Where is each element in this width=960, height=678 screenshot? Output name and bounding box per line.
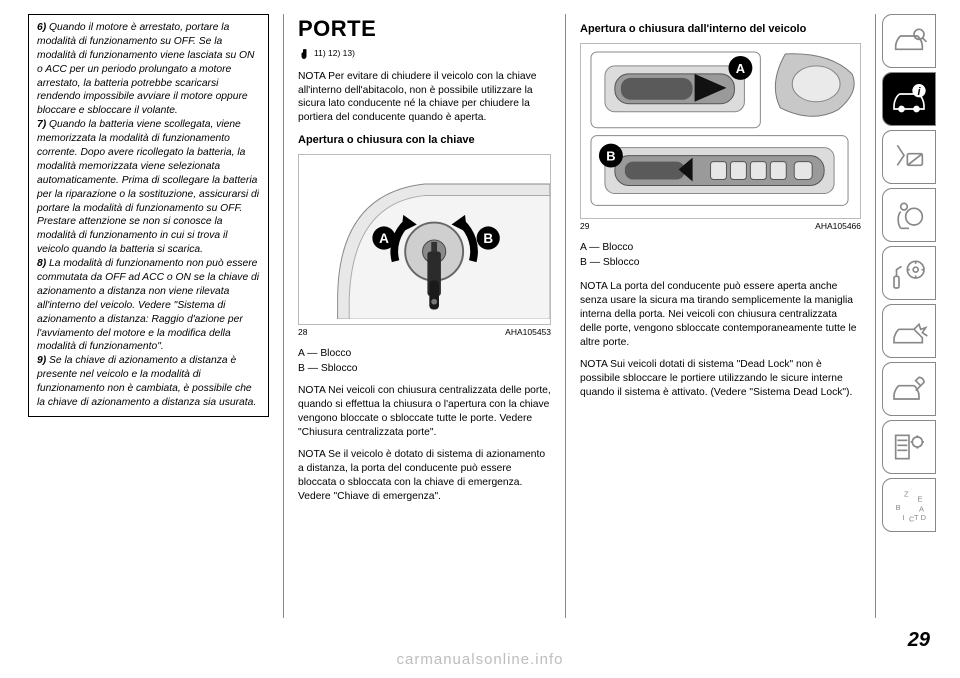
subheading: Apertura o chiusura dall'interno del vei…	[580, 22, 861, 37]
sb-airbag-icon	[882, 188, 936, 242]
label-b: B — Sblocco	[580, 256, 861, 270]
figure-29: A B	[580, 43, 861, 219]
fig-num: 28	[298, 327, 307, 338]
subheading: Apertura o chiusura con la chiave	[298, 133, 551, 148]
sb-lights-icon	[882, 130, 936, 184]
label-a: A — Blocco	[298, 347, 551, 361]
svg-text:A: A	[379, 231, 389, 246]
svg-text:T: T	[914, 513, 919, 522]
svg-text:B: B	[896, 503, 901, 512]
svg-text:D: D	[921, 513, 927, 522]
svg-text:B: B	[483, 231, 493, 246]
warning-box: 6) Quando il motore è arrestato, portare…	[28, 14, 269, 417]
hand-icon	[298, 48, 310, 60]
note: NOTA Nei veicoli con chiusura centralizz…	[298, 384, 551, 440]
svg-text:Z: Z	[904, 490, 909, 499]
page-number: 29	[908, 629, 930, 652]
sb-alpha-icon: ZEBAICTD	[882, 478, 936, 532]
label-a: A — Blocco	[580, 241, 861, 255]
note: NOTA Sui veicoli dotati di sistema "Dead…	[580, 358, 861, 400]
section-title: PORTE	[298, 14, 551, 44]
sb-service-icon	[882, 362, 936, 416]
sb-car-search-icon	[882, 14, 936, 68]
watermark: carmanualsonline.info	[0, 651, 960, 668]
note: NOTA Per evitare di chiudere il veicolo …	[298, 70, 551, 126]
svg-text:B: B	[606, 148, 615, 163]
sb-settings-list-icon	[882, 420, 936, 474]
figure-28: A B	[298, 154, 551, 325]
svg-text:E: E	[917, 495, 922, 504]
sb-key-wheel-icon	[882, 246, 936, 300]
sb-car-info-icon: i	[882, 72, 936, 126]
fig-code: AHA105453	[505, 327, 551, 338]
note: NOTA La porta del conducente può essere …	[580, 280, 861, 349]
note: NOTA Se il veicolo è dotato di sistema d…	[298, 448, 551, 504]
sb-collision-icon	[882, 304, 936, 358]
sidebar: i ZEBAICTD	[882, 14, 936, 618]
fig-num: 29	[580, 221, 589, 232]
svg-text:A: A	[736, 61, 745, 76]
refs: 11) 12) 13)	[298, 48, 551, 60]
fig-code: AHA105466	[815, 221, 861, 232]
svg-text:I: I	[902, 513, 904, 522]
label-b: B — Sblocco	[298, 362, 551, 376]
